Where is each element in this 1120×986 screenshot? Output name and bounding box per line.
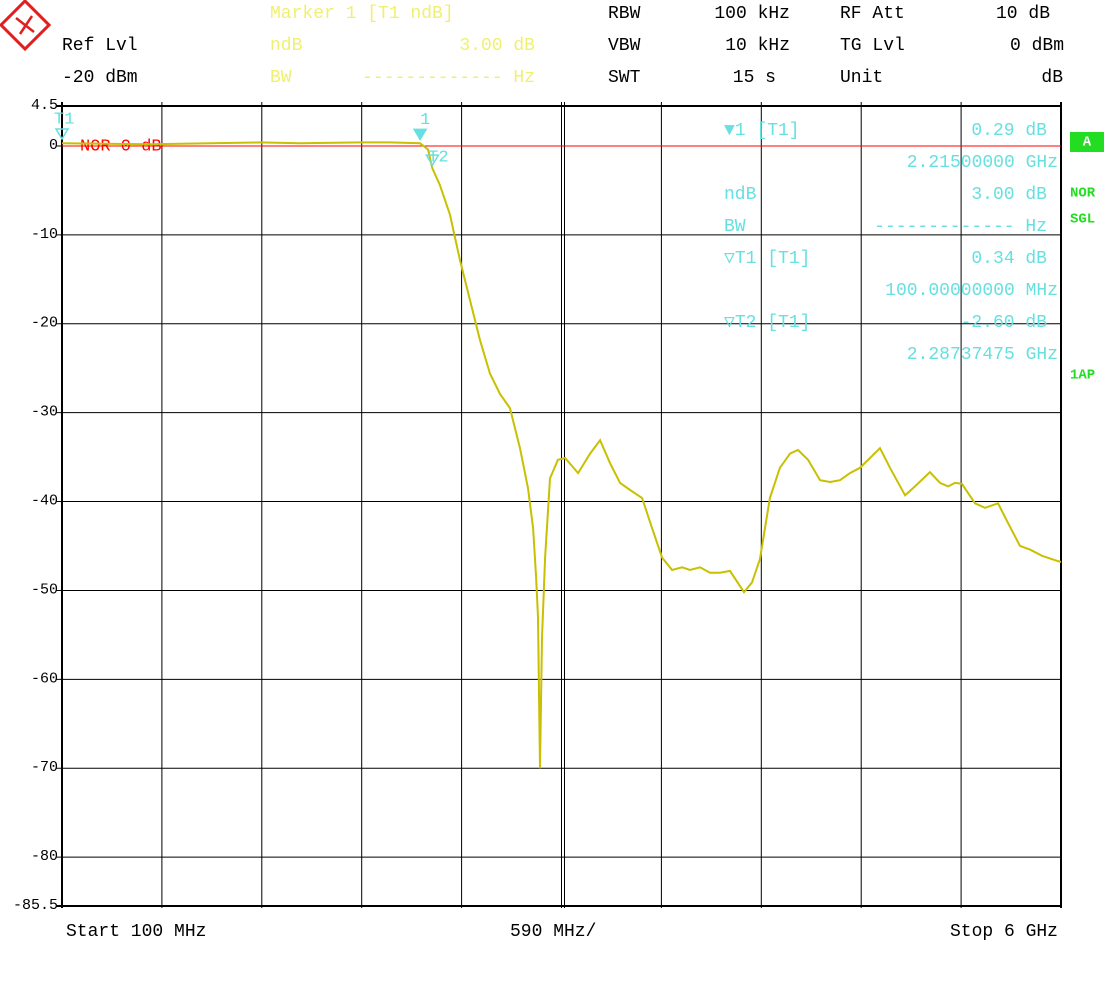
marker-label: T2	[428, 149, 448, 168]
readout-label: ▼1 [T1]	[724, 121, 800, 141]
trace-label: A	[1083, 135, 1092, 151]
y-tick-label: -40	[31, 493, 58, 510]
reference-label: NOR 0 dB	[80, 137, 162, 156]
readout-value: 3.00 dB	[971, 185, 1047, 205]
readout-value: 2.28737475 GHz	[907, 345, 1058, 365]
readout-label: BW	[724, 217, 746, 237]
vbw: 10 kHz	[725, 36, 790, 56]
rf-att-label: RF Att	[840, 4, 905, 24]
x-start: Start 100 MHz	[66, 922, 206, 942]
tg-lvl: 0 dBm	[1010, 36, 1064, 56]
readout-label: ▽T1 [T1]	[724, 249, 810, 269]
readout-label: ▽T2 [T1]	[724, 313, 810, 333]
marker-title: Marker 1 [T1 ndB]	[270, 4, 454, 24]
bw-label: BW	[270, 68, 292, 88]
readout-label: ndB	[724, 185, 757, 205]
nor-label: NOR	[1070, 186, 1096, 202]
tg-lvl-label: TG Lvl	[840, 36, 905, 56]
x-div: 590 MHz/	[510, 922, 596, 942]
readout-value: 100.00000000 MHz	[885, 281, 1058, 301]
sgl-label: SGL	[1070, 212, 1095, 228]
rbw: 100 kHz	[714, 4, 790, 24]
readout-value: ------------- Hz	[874, 217, 1047, 237]
y-tick-label: 0	[49, 137, 58, 154]
ref-lvl: -20 dBm	[62, 68, 138, 88]
marker-label: T1	[54, 110, 74, 129]
readout-value: -2.60 dB	[961, 313, 1048, 333]
rf-att: 10 dB	[996, 4, 1050, 24]
y-tick-label: -80	[31, 848, 58, 865]
vbw-label: VBW	[608, 36, 641, 56]
y-tick-label: -30	[31, 404, 58, 421]
readout-value: 0.29 dB	[971, 121, 1047, 141]
rbw-label: RBW	[608, 4, 641, 24]
y-tick-label: -20	[31, 315, 58, 332]
readout-value: 0.34 dB	[971, 249, 1047, 269]
trace-box	[1070, 132, 1104, 152]
logo	[0, 0, 52, 52]
ndb-value: 3.00 dB	[459, 36, 535, 56]
y-tick-label: -70	[31, 759, 58, 776]
ndb-label: ndB	[270, 36, 303, 56]
swt: 15 s	[733, 68, 776, 88]
y-tick-label: -85.5	[13, 897, 58, 914]
x-stop: Stop 6 GHz	[950, 922, 1058, 942]
marker	[54, 128, 70, 141]
ref-lvl-label: Ref Lvl	[62, 36, 138, 56]
marker	[425, 154, 440, 167]
y-tick-label: -50	[31, 581, 58, 598]
y-tick-label: -10	[31, 226, 58, 243]
marker	[412, 128, 428, 141]
swt-label: SWT	[608, 68, 641, 88]
readout-value: 2.21500000 GHz	[907, 153, 1058, 173]
unit: dB	[1041, 68, 1063, 88]
marker-label: 1	[420, 111, 430, 130]
y-tick-label: 4.5	[31, 97, 58, 114]
trace	[61, 141, 1062, 769]
y-tick-label: -60	[31, 670, 58, 687]
unit-label: Unit	[840, 68, 883, 88]
ap-label: 1AP	[1070, 368, 1095, 384]
bw-value: ------------- Hz	[362, 68, 535, 88]
